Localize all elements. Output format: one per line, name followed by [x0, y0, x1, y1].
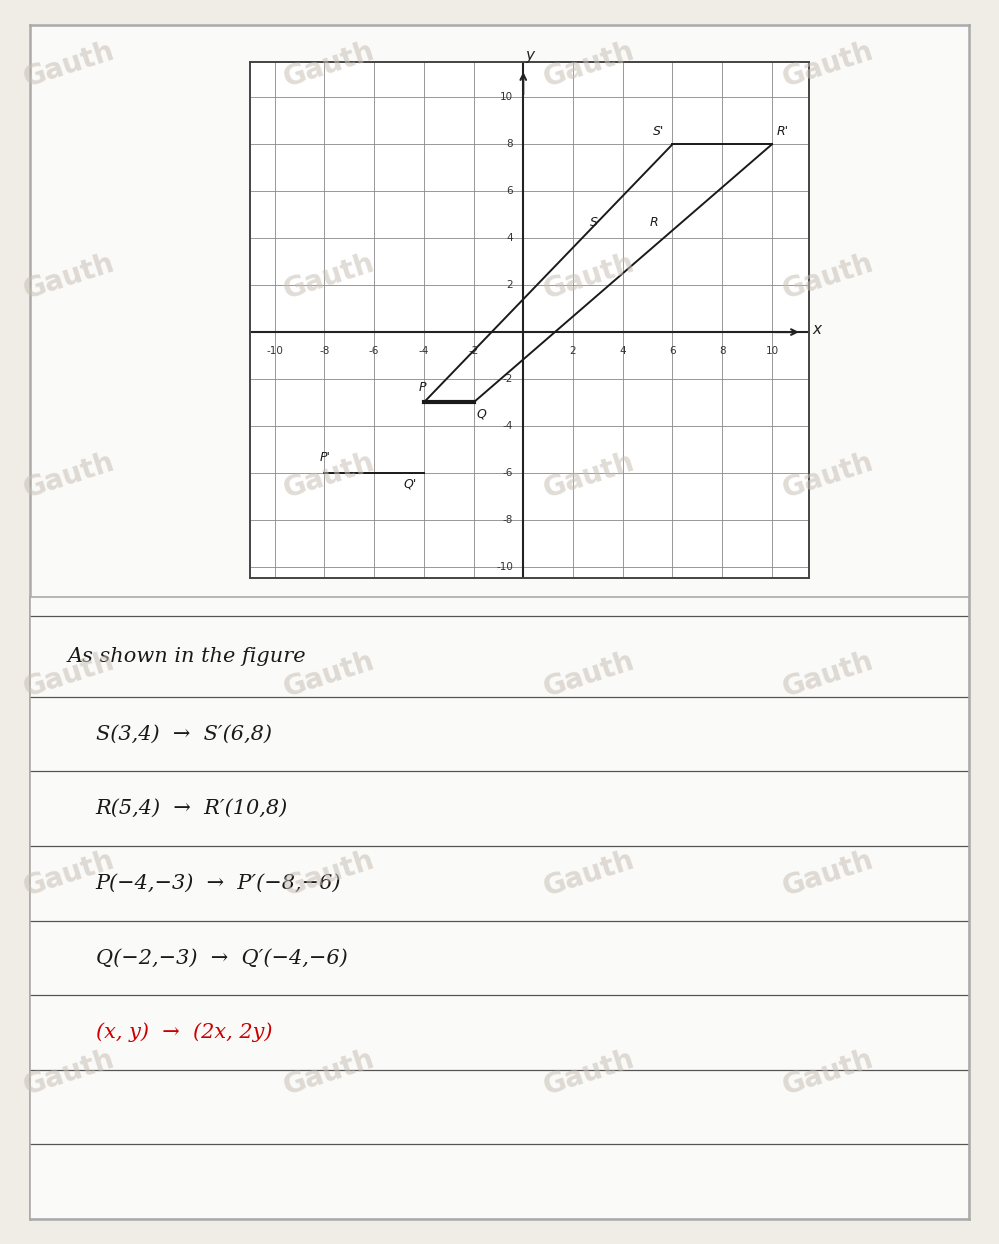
Text: Gauth: Gauth: [20, 846, 118, 902]
Text: Gauth: Gauth: [539, 647, 637, 703]
Text: Gauth: Gauth: [539, 448, 637, 504]
Text: -2: -2: [502, 374, 513, 384]
Text: -8: -8: [319, 346, 330, 356]
Text: Gauth: Gauth: [779, 249, 877, 305]
Text: R': R': [777, 124, 789, 138]
Text: Gauth: Gauth: [779, 1045, 877, 1101]
Text: P': P': [320, 452, 331, 464]
Text: Gauth: Gauth: [539, 1045, 637, 1101]
Text: 10: 10: [500, 92, 513, 102]
Text: R: R: [650, 216, 658, 229]
Text: 2: 2: [506, 280, 513, 290]
Text: Gauth: Gauth: [280, 647, 378, 703]
Text: Gauth: Gauth: [20, 37, 118, 93]
Text: Gauth: Gauth: [20, 249, 118, 305]
Text: -10: -10: [266, 346, 283, 356]
Text: $x$: $x$: [811, 322, 823, 337]
Text: P(−4,−3)  →  P′(−8,−6): P(−4,−3) → P′(−8,−6): [96, 873, 342, 893]
Text: -4: -4: [419, 346, 429, 356]
Text: As shown in the figure: As shown in the figure: [68, 647, 306, 666]
Text: Gauth: Gauth: [539, 846, 637, 902]
Text: -6: -6: [369, 346, 380, 356]
Text: Gauth: Gauth: [280, 37, 378, 93]
Text: Gauth: Gauth: [20, 1045, 118, 1101]
Text: 4: 4: [506, 233, 513, 243]
Text: $y$: $y$: [524, 49, 536, 65]
Text: -10: -10: [497, 562, 513, 572]
Text: S': S': [652, 124, 663, 138]
Text: R(5,4)  →  R′(10,8): R(5,4) → R′(10,8): [96, 799, 288, 819]
Text: Gauth: Gauth: [779, 846, 877, 902]
Text: 8: 8: [719, 346, 725, 356]
Text: Gauth: Gauth: [779, 448, 877, 504]
Text: S(3,4)  →  S′(6,8): S(3,4) → S′(6,8): [96, 724, 272, 744]
Text: 6: 6: [506, 187, 513, 197]
Text: Gauth: Gauth: [779, 647, 877, 703]
Text: Q': Q': [404, 478, 418, 490]
Text: Q(−2,−3)  →  Q′(−4,−6): Q(−2,−3) → Q′(−4,−6): [96, 948, 348, 968]
Text: -6: -6: [502, 468, 513, 478]
Text: (x, y)  →  (2x, 2y): (x, y) → (2x, 2y): [96, 1023, 272, 1042]
Text: Gauth: Gauth: [539, 37, 637, 93]
Text: -8: -8: [502, 515, 513, 525]
Text: Q: Q: [476, 407, 486, 420]
Text: 8: 8: [506, 139, 513, 149]
Text: Gauth: Gauth: [280, 249, 378, 305]
Text: Gauth: Gauth: [280, 1045, 378, 1101]
Text: Gauth: Gauth: [280, 846, 378, 902]
Text: S: S: [590, 216, 598, 229]
Text: -2: -2: [469, 346, 479, 356]
Text: -4: -4: [502, 420, 513, 430]
Text: Gauth: Gauth: [20, 647, 118, 703]
Text: Gauth: Gauth: [20, 448, 118, 504]
Text: 6: 6: [669, 346, 675, 356]
Text: Gauth: Gauth: [280, 448, 378, 504]
Text: 2: 2: [569, 346, 576, 356]
Text: P: P: [419, 381, 427, 394]
Text: Gauth: Gauth: [779, 37, 877, 93]
Text: 10: 10: [765, 346, 778, 356]
Text: Gauth: Gauth: [539, 249, 637, 305]
Text: 4: 4: [619, 346, 626, 356]
